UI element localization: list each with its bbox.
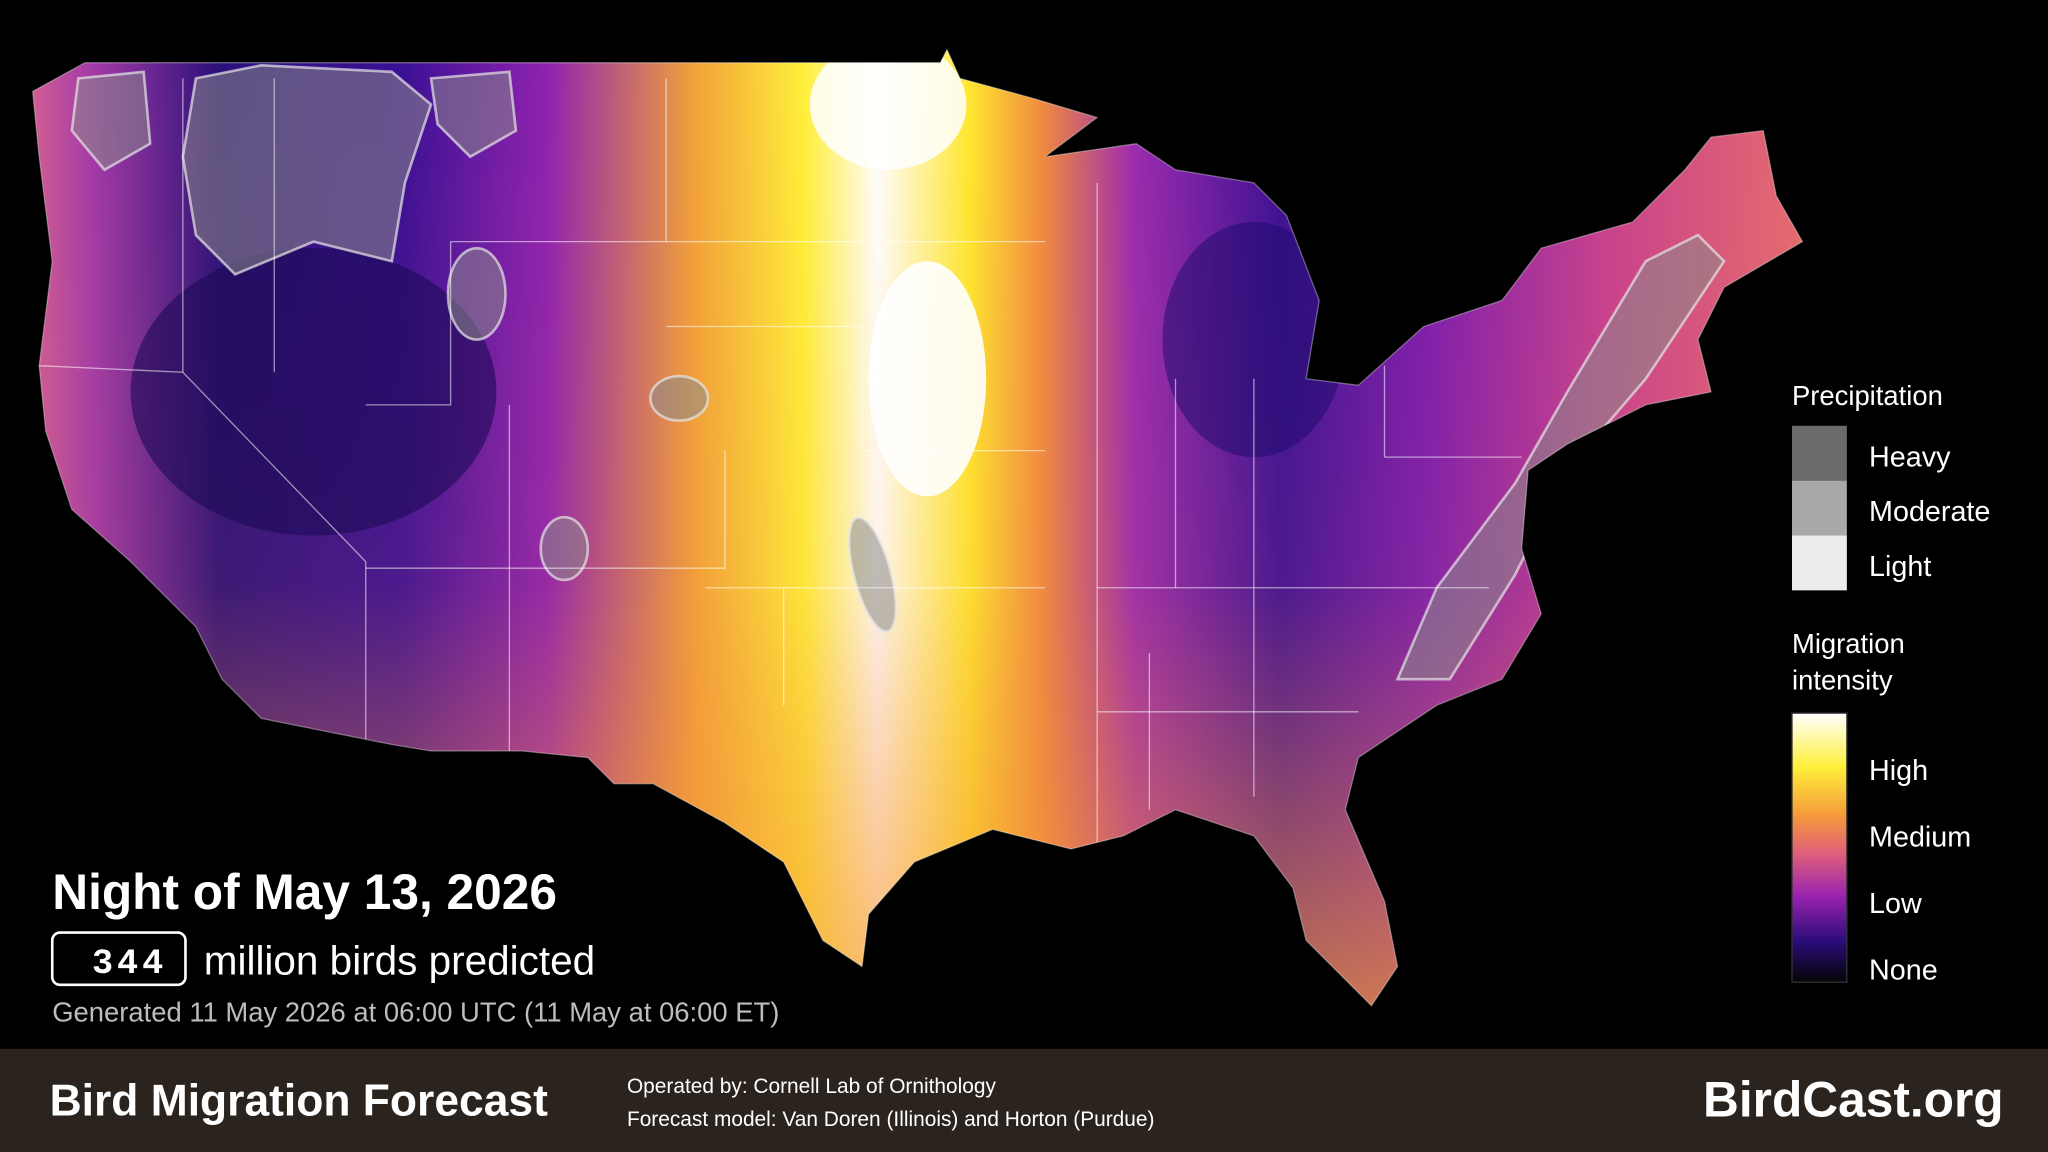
state-borders <box>39 78 1522 849</box>
footer-bar <box>0 1048 2048 1152</box>
precipitation-level: Moderate <box>1869 496 1990 528</box>
footer-site: BirdCast.org <box>1703 1072 2004 1128</box>
footer-operator: Operated by: Cornell Lab of Ornithology <box>627 1075 997 1098</box>
precipitation-legend-title: Precipitation <box>1792 380 1943 411</box>
intensity-colorbar <box>1791 712 1848 983</box>
count-box <box>50 931 187 987</box>
precipitation-level: Heavy <box>1869 441 1951 473</box>
intensity-level: Medium <box>1869 821 1971 853</box>
precipitation-level: Light <box>1869 551 1931 583</box>
footer-model: Forecast model: Van Doren (Illinois) and… <box>627 1108 1155 1131</box>
precipitation-swatch <box>1792 535 1847 591</box>
intensity-legend-title: intensity <box>1792 665 1893 696</box>
intensity-level: High <box>1869 755 1928 787</box>
precipitation-swatch <box>1792 480 1847 536</box>
precipitation-swatch <box>1792 425 1847 481</box>
generated-note: Generated 11 May 2026 at 06:00 UTC (11 M… <box>52 996 779 1027</box>
bird-count: 344 <box>92 944 167 984</box>
intensity-level: Low <box>1869 888 1922 920</box>
footer-title: Bird Migration Forecast <box>50 1076 548 1125</box>
count-label: million birds predicted <box>204 937 595 983</box>
intensity-legend-title: Migration <box>1792 628 1905 659</box>
forecast-date: Night of May 13, 2026 <box>52 864 557 920</box>
intensity-level: None <box>1869 955 1938 987</box>
